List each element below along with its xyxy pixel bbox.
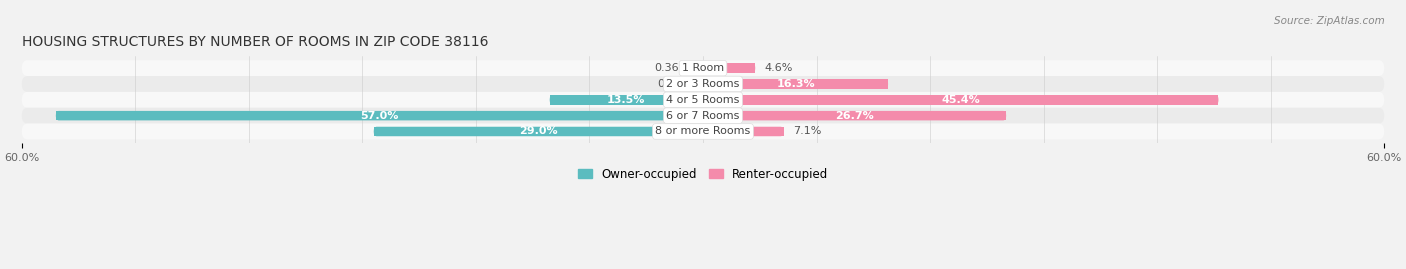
FancyBboxPatch shape [21, 92, 1385, 108]
Text: 13.5%: 13.5% [607, 95, 645, 105]
Text: 4.6%: 4.6% [765, 63, 793, 73]
Bar [374, 127, 703, 136]
FancyBboxPatch shape [21, 108, 1385, 123]
Text: 2 or 3 Rooms: 2 or 3 Rooms [666, 79, 740, 89]
FancyBboxPatch shape [703, 111, 1007, 121]
Bar [703, 95, 1219, 105]
Bar [703, 111, 1007, 121]
Legend: Owner-occupied, Renter-occupied: Owner-occupied, Renter-occupied [572, 163, 834, 185]
FancyBboxPatch shape [21, 123, 1385, 139]
Text: 8 or more Rooms: 8 or more Rooms [655, 126, 751, 136]
Text: 29.0%: 29.0% [519, 126, 558, 136]
Text: 6 or 7 Rooms: 6 or 7 Rooms [666, 111, 740, 121]
Text: 57.0%: 57.0% [360, 111, 399, 121]
Bar [703, 63, 755, 73]
Text: 0.09%: 0.09% [658, 79, 693, 89]
Bar [703, 127, 783, 136]
Text: Source: ZipAtlas.com: Source: ZipAtlas.com [1274, 16, 1385, 26]
FancyBboxPatch shape [374, 127, 703, 136]
FancyBboxPatch shape [699, 63, 703, 73]
Text: 16.3%: 16.3% [776, 79, 815, 89]
FancyBboxPatch shape [550, 95, 703, 105]
FancyBboxPatch shape [703, 79, 889, 89]
FancyBboxPatch shape [21, 76, 1385, 92]
Text: 4 or 5 Rooms: 4 or 5 Rooms [666, 95, 740, 105]
Bar [703, 79, 889, 89]
FancyBboxPatch shape [56, 111, 703, 121]
Bar [56, 111, 703, 121]
Text: 45.4%: 45.4% [942, 95, 980, 105]
Text: HOUSING STRUCTURES BY NUMBER OF ROOMS IN ZIP CODE 38116: HOUSING STRUCTURES BY NUMBER OF ROOMS IN… [21, 35, 488, 49]
Bar [550, 95, 703, 105]
FancyBboxPatch shape [21, 60, 1385, 76]
FancyBboxPatch shape [703, 63, 755, 73]
Text: 7.1%: 7.1% [793, 126, 821, 136]
FancyBboxPatch shape [703, 95, 1219, 105]
Text: 26.7%: 26.7% [835, 111, 875, 121]
Text: 1 Room: 1 Room [682, 63, 724, 73]
Text: 0.36%: 0.36% [655, 63, 690, 73]
Bar [699, 63, 703, 73]
FancyBboxPatch shape [703, 127, 783, 136]
